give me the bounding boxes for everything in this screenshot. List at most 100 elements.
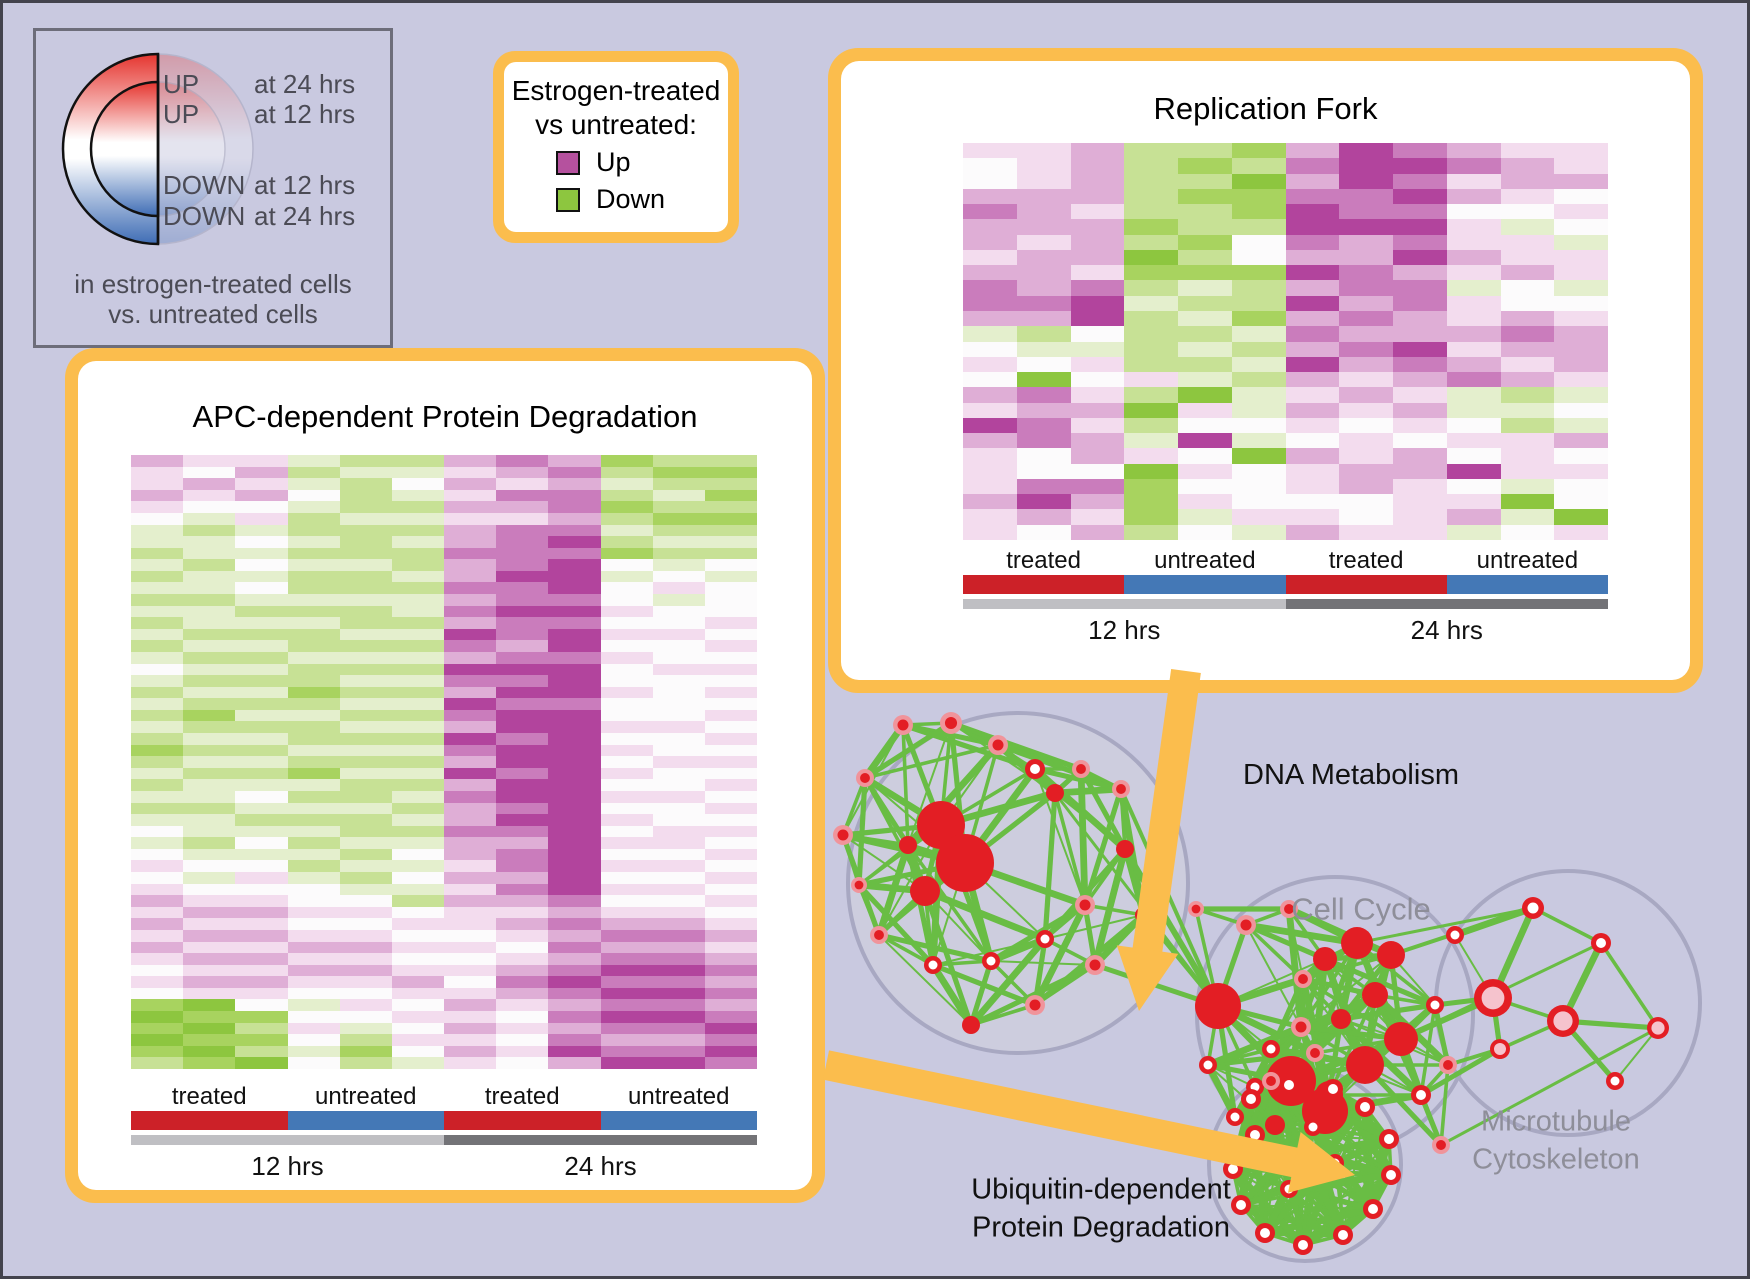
network-node-core	[1308, 1122, 1318, 1132]
network-node-core	[928, 960, 938, 970]
network-edge	[1273, 1062, 1367, 1128]
heatmap-cell	[704, 617, 757, 629]
network-edge	[878, 932, 992, 964]
heatmap-cell	[1393, 417, 1447, 434]
heatmap-cell	[704, 466, 757, 479]
heatmap-cell	[1231, 341, 1286, 357]
ring-footnote-2: vs. untreated cells	[108, 299, 318, 329]
heatmap-cell	[652, 698, 705, 710]
heatmap-cell	[235, 1057, 288, 1069]
network-edge	[1033, 913, 1145, 1007]
heatmap-cell	[548, 906, 601, 919]
heatmap-cell	[548, 628, 601, 641]
network-edge	[932, 962, 1036, 1008]
heatmap-cell	[1070, 249, 1125, 266]
heatmap-cell	[1446, 158, 1501, 174]
network-edge	[1238, 1124, 1316, 1208]
condition-label: untreated	[315, 1083, 417, 1110]
network-edge	[1300, 1026, 1330, 1096]
heatmap-cell	[963, 234, 1017, 250]
network-edge	[1331, 1087, 1391, 1141]
heatmap-cell	[287, 779, 340, 791]
heatmap-cell	[444, 512, 497, 525]
heatmap-cell	[1070, 356, 1125, 373]
heatmap-cell	[652, 524, 705, 537]
heatmap-cell	[131, 941, 184, 954]
network-node-whitering	[1246, 1078, 1264, 1096]
heatmap-cell	[704, 929, 757, 942]
time-label: 12 hrs	[251, 1151, 324, 1181]
heatmap-cell	[652, 686, 705, 699]
network-node-core	[1250, 1130, 1260, 1140]
network-edge	[1322, 1094, 1332, 1112]
heatmap-cell	[1554, 372, 1608, 388]
heatmap-cell	[1178, 463, 1232, 479]
heatmap-cell	[600, 848, 653, 861]
heatmap-cell	[131, 1034, 184, 1046]
network-edge	[989, 902, 1087, 964]
network-edge	[1262, 1187, 1292, 1235]
heatmap-cell	[235, 524, 288, 537]
network-node-whitering	[1333, 1225, 1353, 1245]
heatmap-cell	[496, 524, 549, 537]
network-edge	[997, 744, 1036, 770]
heatmap-cell	[496, 1045, 549, 1058]
network-node-solid	[1346, 1046, 1384, 1084]
heatmap-cell	[652, 594, 705, 606]
heatmap-cell	[600, 825, 653, 838]
heatmap-cell	[1500, 204, 1555, 220]
heatmap-cell	[444, 941, 497, 954]
heatmap-cell	[1016, 265, 1071, 281]
network-edge	[1252, 1080, 1274, 1136]
heatmap-cell	[235, 686, 288, 699]
heatmap-cell	[704, 536, 757, 548]
network-edge	[989, 959, 1037, 1007]
heatmap-cell	[496, 536, 549, 548]
network-edge	[1254, 1134, 1390, 1140]
heatmap-cell	[496, 779, 549, 791]
network-edge	[864, 743, 999, 780]
down-label: Down	[596, 184, 666, 215]
heatmap-cell	[652, 559, 705, 571]
heatmap-cell	[1285, 173, 1340, 189]
heatmap-cell	[287, 466, 340, 479]
heatmap-cell	[131, 987, 184, 1000]
network-edge	[1248, 1097, 1346, 1237]
heatmap-cell	[391, 582, 444, 595]
heatmap-cell	[1070, 433, 1125, 449]
heatmap-cell	[339, 455, 392, 467]
heatmap-cell	[1339, 234, 1393, 250]
network-node-core	[1203, 1060, 1213, 1070]
heatmap-cell	[1554, 158, 1608, 174]
network-edge	[1302, 978, 1316, 1054]
network-edge	[1339, 1137, 1393, 1237]
heatmap-cell	[339, 675, 392, 687]
heatmap-cell	[496, 744, 549, 757]
network-edge	[1253, 1131, 1337, 1167]
network-edge	[1078, 767, 1128, 851]
heatmap-cell	[652, 547, 705, 560]
network-edge	[970, 1003, 1036, 1027]
heatmap-cell	[548, 814, 601, 826]
network-edge	[1239, 1084, 1291, 1206]
heatmap-cell	[391, 790, 444, 803]
heatmap-cell	[1500, 463, 1555, 479]
network-edge	[864, 777, 966, 864]
network-edge	[1238, 1104, 1368, 1208]
heatmap-cell	[1393, 356, 1447, 373]
heatmap-cell	[704, 640, 757, 652]
key-title-line1: Estrogen-treated	[511, 75, 721, 106]
network-edge	[1499, 1019, 1564, 1051]
heatmap-cell	[391, 976, 444, 988]
heatmap-cell	[339, 883, 392, 896]
network-edge	[1289, 1026, 1303, 1082]
heatmap-cell	[444, 455, 497, 467]
network-link-edge	[1419, 1046, 1502, 1098]
heatmap-cell	[287, 1022, 340, 1035]
network-edge	[1362, 994, 1378, 1066]
network-edge	[1232, 1166, 1392, 1178]
heatmap-cell	[1070, 509, 1125, 525]
heatmap-cell	[444, 953, 497, 965]
heatmap-cell	[287, 617, 340, 629]
network-edge	[1240, 1186, 1290, 1208]
